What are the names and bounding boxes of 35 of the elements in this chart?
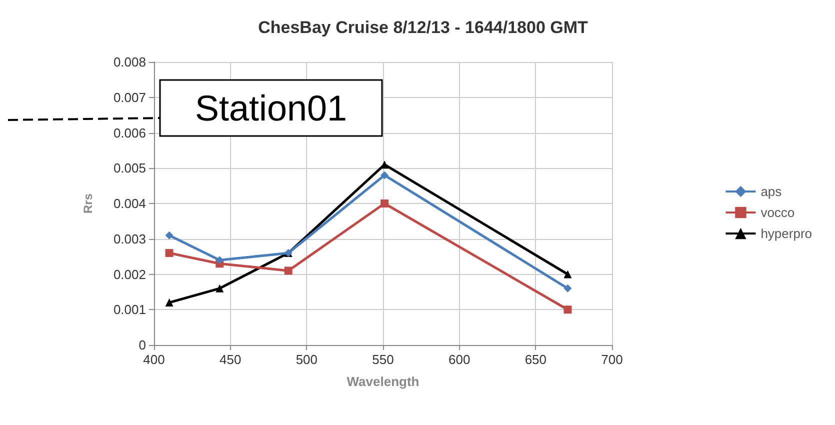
y-tick-label: 0.003: [113, 231, 146, 246]
x-tick-label: 600: [448, 352, 470, 367]
x-tick-label: 650: [524, 352, 547, 367]
point: [564, 306, 572, 314]
y-axis-title: Rrs: [81, 193, 95, 214]
point: [380, 171, 389, 180]
legend-label: hyperpro: [760, 226, 812, 241]
legend-label: aps: [760, 184, 782, 199]
point: [216, 284, 224, 292]
point: [380, 200, 389, 208]
x-axis-title: Wavelength: [346, 374, 420, 389]
point: [380, 160, 389, 169]
x-tick-label: 550: [372, 352, 394, 367]
y-tick-label: 0.005: [113, 160, 146, 176]
x-tick-label: 450: [219, 352, 242, 367]
y-tick-label: 0.002: [113, 266, 146, 282]
legend-label: vocco: [760, 205, 795, 220]
y-tick-label: 0.001: [113, 302, 146, 318]
point: [165, 298, 174, 307]
annotation: Station01: [194, 88, 348, 128]
point: [165, 249, 174, 258]
x-tick-label: 500: [296, 352, 318, 367]
y-tick-label: 0.008: [113, 54, 146, 70]
y-tick-label: 0.004: [113, 196, 146, 211]
point: [216, 256, 224, 264]
x-tick-label: 700: [601, 352, 623, 367]
y-tick-label: 0.007: [113, 90, 146, 105]
point: [165, 231, 174, 240]
point: [564, 270, 572, 278]
point: [284, 266, 292, 275]
chart-title: ChesBay Cruise 8/12/13 - 1644/1800 GMT: [258, 18, 589, 37]
y-tick-label: 0.006: [113, 125, 146, 140]
y-tick-label: 0: [138, 338, 146, 352]
x-tick-label: 400: [143, 352, 165, 367]
point: [564, 284, 572, 292]
